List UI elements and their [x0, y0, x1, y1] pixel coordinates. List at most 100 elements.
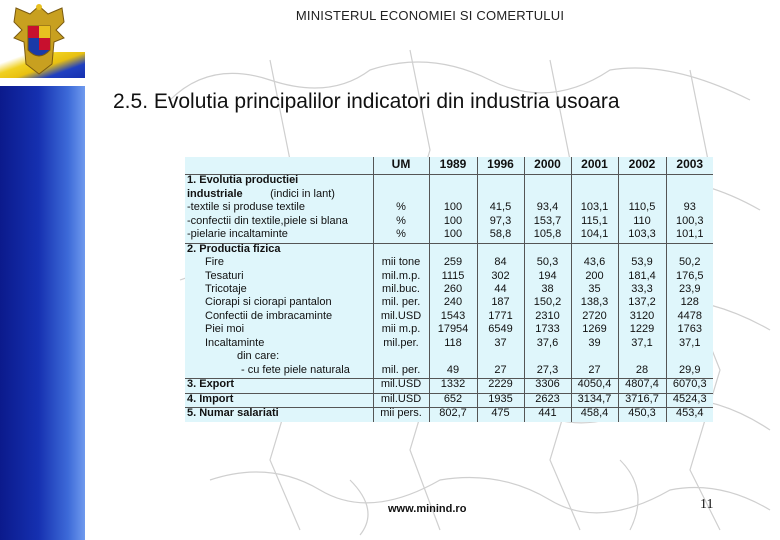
- value-cell: 37: [476, 337, 524, 352]
- column-header: 1996: [476, 157, 524, 176]
- table-row: Piei moi mii m.p. 17954 6549 1733 1269 1…: [185, 324, 713, 338]
- section-title-row: 2. Productia fizica: [185, 243, 713, 258]
- value-cell: 6549: [476, 324, 524, 338]
- coat-of-arms-icon: [13, 4, 65, 75]
- value-cell: 100: [428, 202, 477, 216]
- value-cell: 475: [476, 407, 524, 422]
- unit-cell: %: [372, 229, 429, 244]
- row-label: din care:: [237, 351, 280, 363]
- value-cell: 27,3: [523, 364, 571, 380]
- table-row: 4. Import mil.USD 652 1935 2623 3134,7 3…: [185, 393, 713, 409]
- row-label: Confectii de imbracaminte: [205, 310, 333, 322]
- column-header: 2003: [665, 157, 713, 176]
- value-cell: 105,8: [523, 229, 571, 244]
- value-cell: 118: [428, 337, 477, 352]
- value-cell: 1763: [665, 324, 713, 338]
- value-cell: 652: [428, 393, 477, 409]
- value-cell: 441: [523, 407, 571, 422]
- page-title: 2.5. Evolutia principalilor indicatori d…: [113, 90, 620, 113]
- value-cell: 53,9: [617, 257, 666, 271]
- value-cell: 2310: [523, 310, 571, 325]
- unit-cell: mil.per.: [372, 337, 429, 352]
- value-cell: 2623: [523, 393, 571, 409]
- unit-cell: mil.m.p.: [372, 270, 429, 285]
- row-label: Fire: [205, 257, 224, 269]
- value-cell: 802,7: [428, 407, 477, 422]
- value-cell: 39: [570, 337, 618, 352]
- value-cell: 43,6: [570, 257, 618, 271]
- value-cell: 4807,4: [617, 378, 666, 394]
- value-cell: 100,3: [665, 215, 713, 230]
- left-sidebar-band: [0, 0, 85, 540]
- value-cell: 44: [476, 284, 524, 298]
- value-cell: 176,5: [665, 270, 713, 285]
- row-label: 3. Export: [185, 378, 373, 394]
- value-cell: 93,4: [523, 202, 571, 216]
- value-cell: 103,3: [617, 229, 666, 244]
- value-cell: 104,1: [570, 229, 618, 244]
- value-cell: 50,3: [523, 257, 571, 271]
- value-cell: 194: [523, 270, 571, 285]
- value-cell: 1733: [523, 324, 571, 338]
- table-row: -pielarie incaltaminte % 100 58,8 105,8 …: [185, 229, 713, 244]
- section-title: 1. Evolutia productiei: [187, 174, 299, 187]
- row-label: -textile si produse textile: [187, 202, 305, 214]
- column-header: 2000: [523, 157, 571, 176]
- value-cell: 458,4: [570, 407, 618, 422]
- value-cell: 1935: [476, 393, 524, 409]
- table-row: 5. Numar salariati mii pers. 802,7 475 4…: [185, 407, 713, 422]
- unit-cell: mil. per.: [372, 297, 429, 311]
- table-row: din care:: [185, 351, 713, 365]
- row-label: Tesaturi: [205, 270, 244, 282]
- website-link[interactable]: www.minind.ro: [388, 503, 467, 515]
- section-title: industriale: [187, 188, 243, 200]
- value-cell: 84: [476, 257, 524, 271]
- value-cell: 37,6: [523, 337, 571, 352]
- value-cell: 100: [428, 215, 477, 230]
- table-row: Confectii de imbracaminte mil.USD 1543 1…: [185, 310, 713, 325]
- value-cell: 181,4: [617, 270, 666, 285]
- section-title-row: industriale (indici in lant): [185, 188, 713, 203]
- table-row: Tesaturi mil.m.p. 1115 302 194 200 181,4…: [185, 270, 713, 285]
- section-title: 2. Productia fizica: [187, 243, 281, 255]
- value-cell: 187: [476, 297, 524, 311]
- unit-cell: mii pers.: [372, 407, 429, 422]
- unit-cell: mil. per.: [372, 364, 429, 380]
- value-cell: 1115: [428, 270, 477, 285]
- column-header: 2002: [617, 157, 666, 176]
- value-cell: 23,9: [665, 284, 713, 298]
- table-row: Ciorapi si ciorapi pantalon mil. per. 24…: [185, 297, 713, 311]
- value-cell: 450,3: [617, 407, 666, 422]
- table-row: Fire mii tone 259 84 50,3 43,6 53,9 50,2: [185, 257, 713, 271]
- value-cell: 17954: [428, 324, 477, 338]
- value-cell: 97,3: [476, 215, 524, 230]
- value-cell: 240: [428, 297, 477, 311]
- value-cell: 1771: [476, 310, 524, 325]
- table-row: - cu fete piele naturala mil. per. 49 27…: [185, 364, 713, 380]
- value-cell: 28: [617, 364, 666, 380]
- value-cell: 453,4: [665, 407, 713, 422]
- unit-cell: mil.USD: [372, 378, 429, 394]
- unit-cell: mii tone: [372, 257, 429, 271]
- value-cell: 27: [476, 364, 524, 380]
- value-cell: 50,2: [665, 257, 713, 271]
- value-cell: 115,1: [570, 215, 618, 230]
- row-label: Piei moi: [205, 324, 245, 336]
- table-row: Incaltaminte mil.per. 118 37 37,6 39 37,…: [185, 337, 713, 352]
- unit-cell: %: [372, 215, 429, 230]
- value-cell: 27: [570, 364, 618, 380]
- row-label: -confectii din textile,piele si blana: [187, 215, 348, 227]
- value-cell: 100: [428, 229, 477, 244]
- header-blank: [185, 157, 373, 176]
- value-cell: 3134,7: [570, 393, 618, 409]
- unit-cell: mil.buc.: [372, 284, 429, 298]
- value-cell: 33,3: [617, 284, 666, 298]
- value-cell: 153,7: [523, 215, 571, 230]
- value-cell: 200: [570, 270, 618, 285]
- row-label: Ciorapi si ciorapi pantalon: [205, 297, 332, 309]
- value-cell: 3716,7: [617, 393, 666, 409]
- value-cell: 1229: [617, 324, 666, 338]
- table-row: -confectii din textile,piele si blana % …: [185, 215, 713, 230]
- value-cell: 4050,4: [570, 378, 618, 394]
- value-cell: 41,5: [476, 202, 524, 216]
